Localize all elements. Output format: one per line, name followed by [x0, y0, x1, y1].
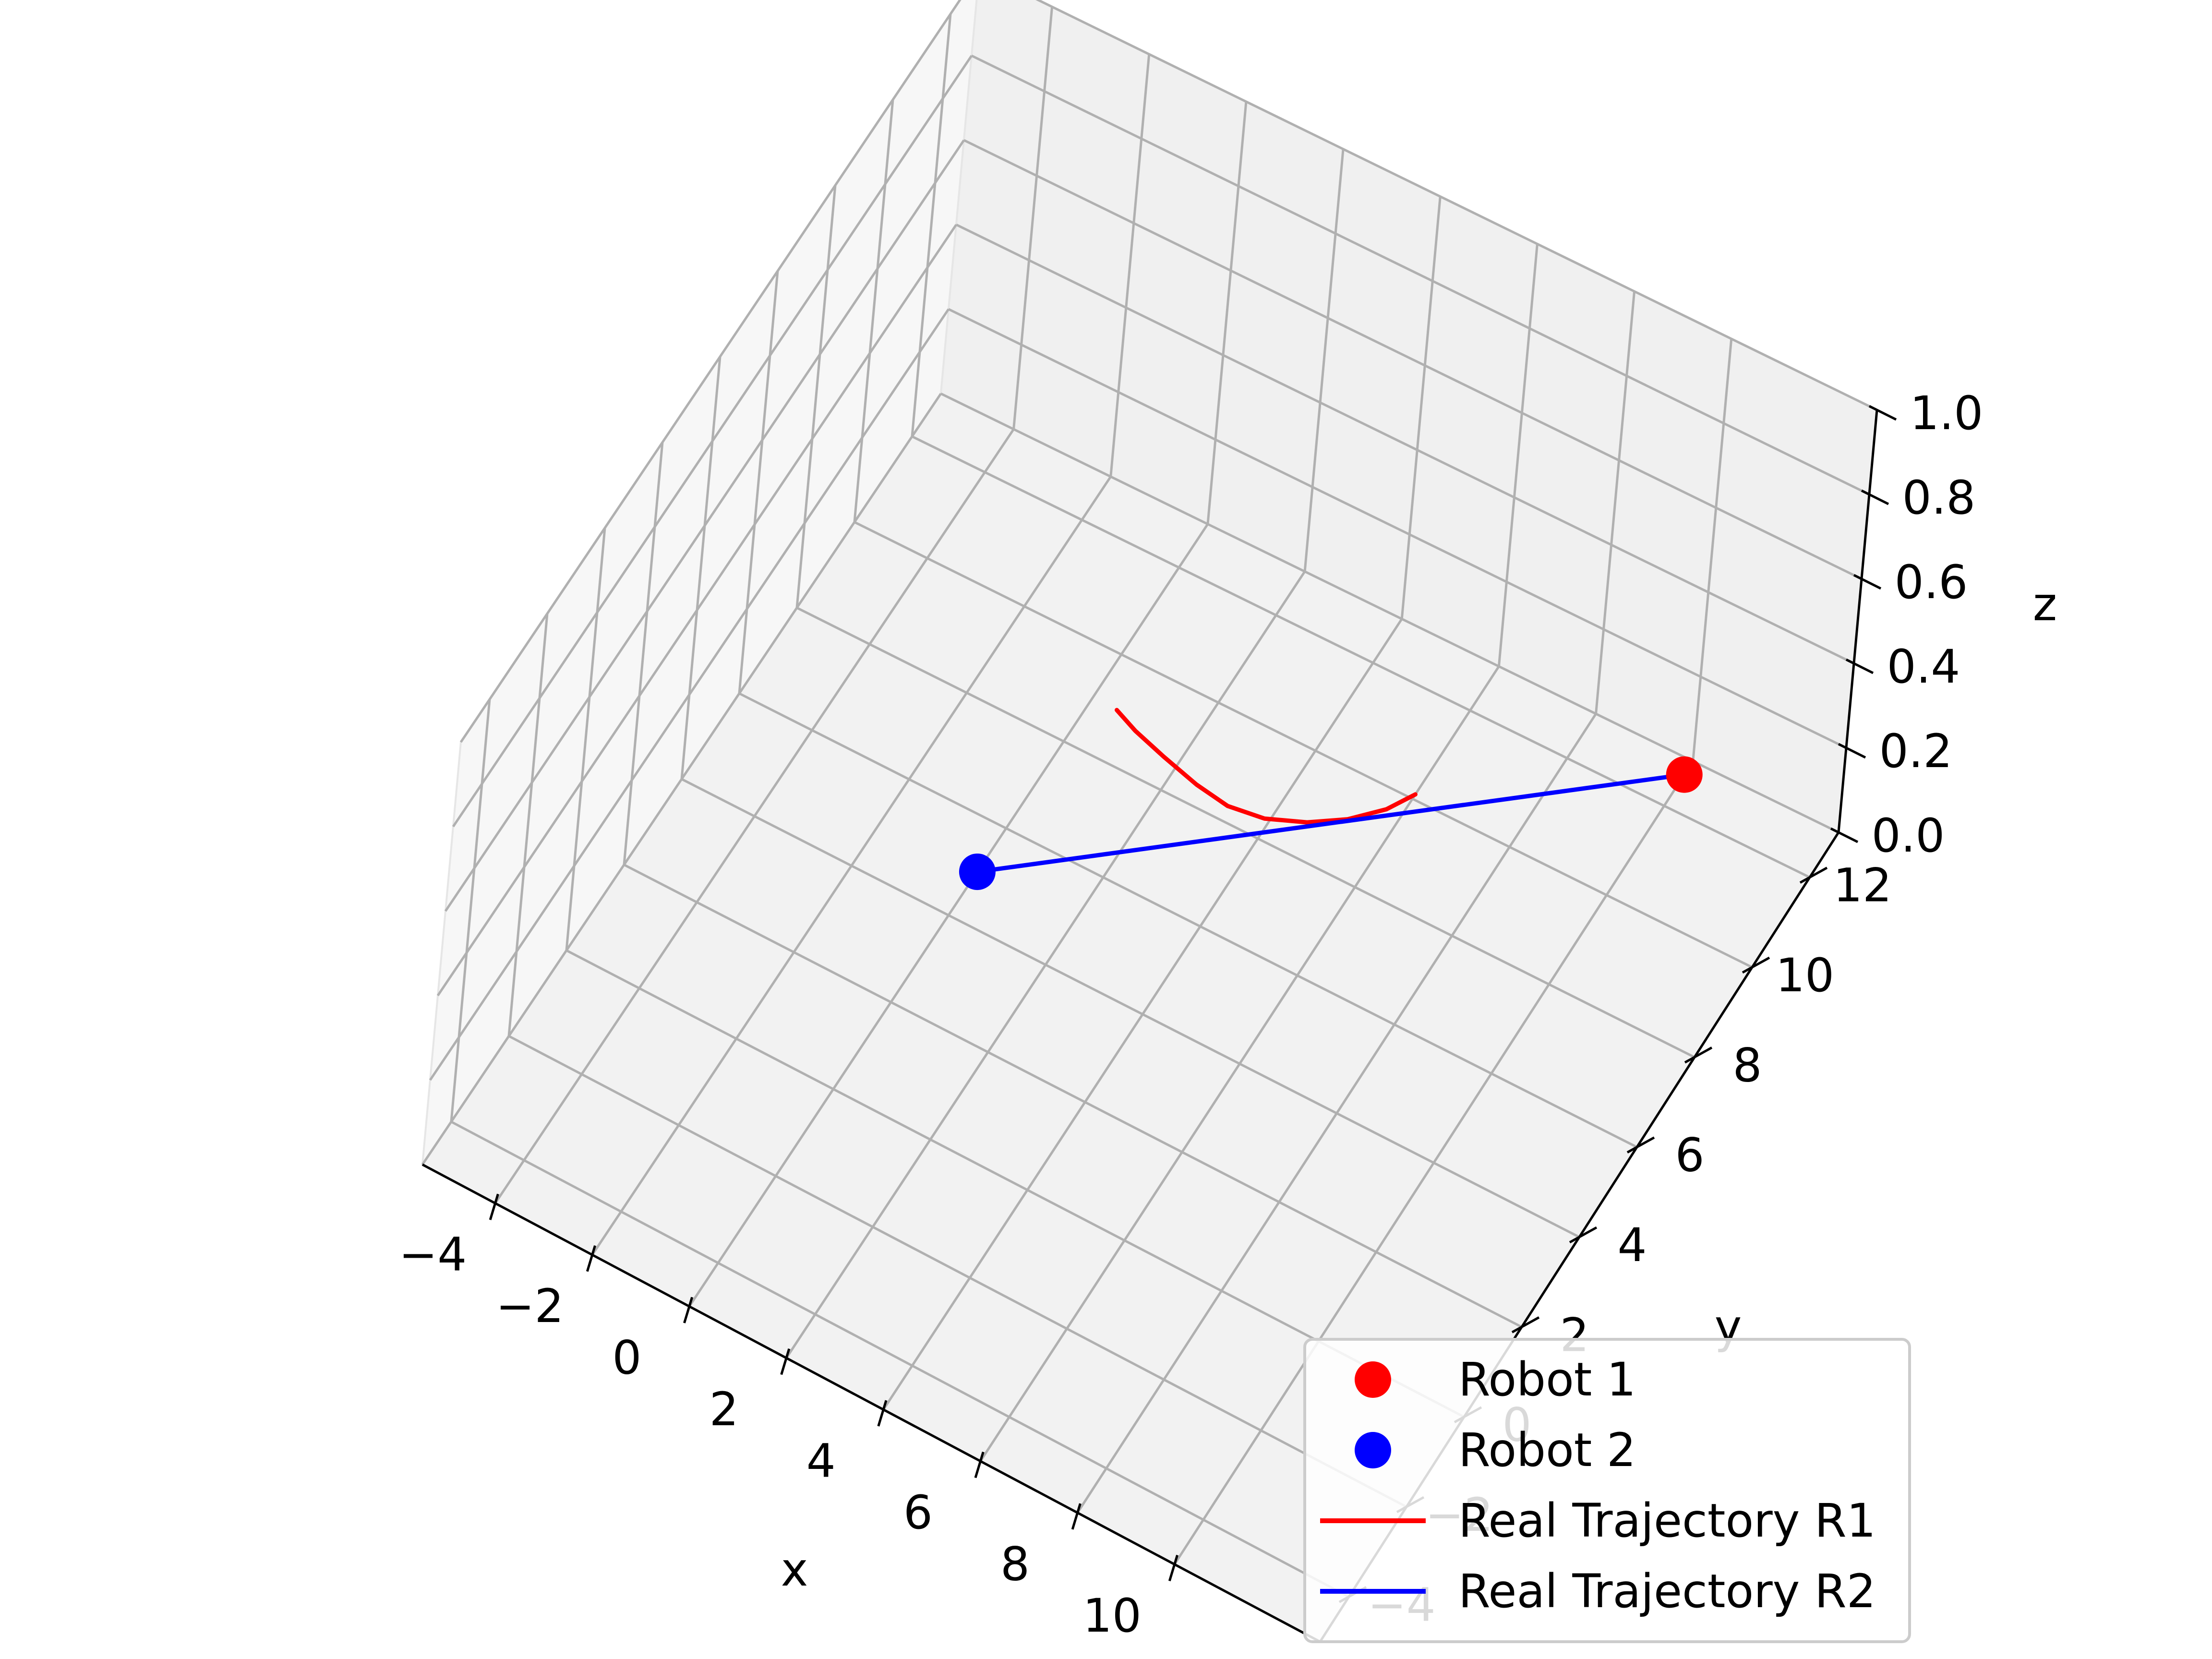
- x-tick: [586, 1245, 596, 1272]
- x-tick: [1071, 1503, 1082, 1530]
- x-tick-label: 0: [612, 1331, 641, 1385]
- grid-line-backwall-x: [1109, 54, 1151, 477]
- grid-line-y: [508, 1035, 1407, 1508]
- marker-robot-2: [959, 854, 996, 890]
- legend-robot1-label: Robot 1: [1458, 1353, 1636, 1407]
- grid-line-leftwall-y: [450, 699, 491, 1122]
- z-tick: [1853, 574, 1882, 590]
- grid-line-leftwall-y: [853, 99, 894, 522]
- grid-line-leftwall-z: [429, 308, 950, 1081]
- grid-line-backwall-x: [1012, 6, 1054, 430]
- z-tick-label: 0.8: [1902, 471, 1976, 525]
- grid-line-leftwall-y: [795, 185, 837, 608]
- grid-line-y: [854, 521, 1753, 969]
- grid-line-backwall-x: [1206, 101, 1248, 524]
- grid-line-backwall-x: [1595, 291, 1636, 714]
- y-tick-label: 12: [1833, 859, 1892, 913]
- grid-line-leftwall-y: [911, 13, 952, 437]
- series-real-trajectory-r2: [975, 772, 1687, 874]
- x-tick-label: 8: [1000, 1537, 1030, 1591]
- x-tick: [489, 1193, 499, 1220]
- x-tick: [1168, 1554, 1178, 1582]
- grid-line-leftwall-z: [444, 139, 965, 912]
- x-tick-label: −2: [496, 1279, 564, 1333]
- grid-line-backwall-z: [1035, 0, 1878, 411]
- grid-line-leftwall-y: [565, 528, 606, 951]
- grid-line-leftwall-z: [421, 393, 942, 1166]
- grid-line-leftwall-z: [436, 224, 958, 997]
- y-tick: [1684, 1046, 1713, 1064]
- y-tick: [1799, 866, 1828, 884]
- grid-line-leftwall-z: [452, 55, 973, 828]
- grid-line-backwall-x: [1497, 243, 1539, 667]
- z-axis-label: z: [2033, 577, 2057, 631]
- grid-line-backwall-x: [1400, 196, 1442, 619]
- grid-line-leftwall-y: [680, 356, 721, 780]
- y-tick-label: 10: [1776, 949, 1834, 1002]
- y-tick: [1511, 1316, 1540, 1334]
- grid-line-backwall-x: [1692, 338, 1733, 762]
- grid-line-backwall-z: [971, 54, 1870, 496]
- y-tick-label: 4: [1617, 1218, 1647, 1272]
- x-axis-label: x: [781, 1543, 808, 1597]
- z-tick-label: 0.4: [1887, 640, 1960, 694]
- grid-line-backwall-z: [955, 223, 1855, 665]
- x-tick-label: 10: [1083, 1589, 1142, 1643]
- grid-line-leftwall-y: [507, 613, 549, 1036]
- x-tick-label: 4: [806, 1434, 836, 1488]
- grid-line-leftwall-y: [738, 271, 779, 694]
- grid-line-backwall-x: [1303, 149, 1345, 572]
- grid-line-leftwall-z: [459, 0, 962, 743]
- z-tick: [1861, 489, 1889, 505]
- x-axis-line: [421, 1163, 1321, 1643]
- grid-line-backwall-z: [948, 308, 1847, 749]
- x-tick: [877, 1400, 888, 1427]
- y-tick: [1626, 1136, 1655, 1154]
- axis-panes: [421, 0, 1878, 1643]
- grid-line-y: [681, 778, 1580, 1238]
- legend-traj2-label: Real Trajectory R2: [1458, 1564, 1876, 1618]
- legend: Robot 1 Robot 2 Real Trajectory R1 Real …: [1303, 1338, 1911, 1643]
- x-tick: [683, 1297, 694, 1323]
- z-tick: [1868, 405, 1897, 421]
- marker-robot-1: [1666, 756, 1703, 793]
- z-axis-line: [1837, 409, 1878, 833]
- z-tick: [1838, 743, 1866, 759]
- grid-line-y: [796, 606, 1695, 1058]
- z-tick-label: 1.0: [1910, 386, 1984, 440]
- legend-frame: [1303, 1338, 1911, 1643]
- legend-traj1-label: Real Trajectory R1: [1458, 1494, 1876, 1548]
- y-tick: [1742, 956, 1770, 974]
- z-tick-label: 0.0: [1872, 809, 1945, 863]
- grid-line-y: [738, 692, 1638, 1148]
- x-tick-label: −4: [399, 1228, 467, 1282]
- grid-line-y: [911, 435, 1811, 878]
- grid-line-y: [450, 1120, 1350, 1598]
- y-tick: [1569, 1226, 1598, 1244]
- y-tick-label: 8: [1732, 1038, 1762, 1092]
- legend-robot2-marker: [1355, 1432, 1391, 1468]
- x-tick-label: 6: [903, 1486, 933, 1539]
- series-real-trajectory-r1: [1114, 708, 1418, 825]
- z-tick: [1845, 658, 1874, 674]
- x-tick: [974, 1451, 985, 1479]
- x-tick: [780, 1348, 791, 1375]
- y-tick-label: 6: [1675, 1129, 1704, 1182]
- plot-marks: [959, 708, 1703, 890]
- z-tick-label: 0.2: [1879, 724, 1953, 778]
- legend-robot2-label: Robot 2: [1458, 1423, 1636, 1477]
- legend-robot1-marker: [1355, 1361, 1391, 1398]
- z-tick-label: 0.6: [1895, 555, 1968, 609]
- grid-lines: [421, 0, 1878, 1598]
- grid-line-leftwall-y: [623, 442, 664, 865]
- x-tick-label: 2: [709, 1382, 739, 1436]
- z-tick: [1830, 827, 1859, 843]
- grid-line-backwall-z: [963, 139, 1863, 580]
- grid-line-y: [623, 864, 1523, 1328]
